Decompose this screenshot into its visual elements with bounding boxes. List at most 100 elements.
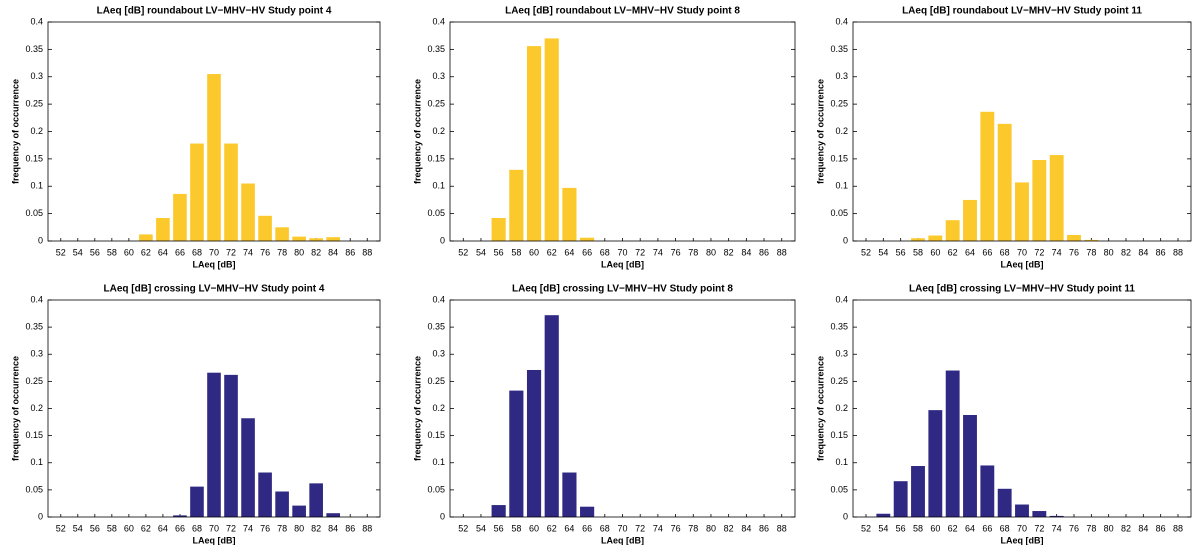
y-tick-label: 0.05 [427,484,445,494]
x-tick-label: 66 [175,247,185,257]
y-tick-label: 0.35 [427,322,445,332]
y-tick-label: 0.35 [830,44,848,54]
x-tick-label: 84 [328,523,338,533]
bar [1049,515,1064,517]
x-tick-label: 56 [90,247,100,257]
y-tick-label: 0.1 [835,181,848,191]
y-tick-label: 0.2 [30,403,43,413]
x-tick-label: 56 [896,523,906,533]
y-tick-label: 0.05 [427,208,445,218]
bar [509,169,524,241]
x-tick-label: 80 [1104,247,1114,257]
bar [526,46,542,242]
bar [491,218,506,241]
bar [326,513,340,517]
bar [190,486,204,517]
y-axis-label: frequency of occurrence [815,79,825,184]
bar [509,390,524,517]
x-tick-label: 68 [192,247,202,257]
y-tick-label: 0.35 [427,44,445,54]
y-tick-label: 0.25 [427,99,445,109]
bar [997,488,1012,517]
bar [980,111,995,241]
x-tick-label: 70 [209,247,219,257]
bar [945,220,960,241]
axes-box [852,21,1192,242]
y-tick-label: 0.4 [30,16,43,26]
x-tick-label: 78 [688,247,698,257]
bar [1015,182,1029,241]
y-tick-label: 0.1 [835,457,848,467]
x-tick-label: 56 [494,523,504,533]
y-axis-label: frequency of occurrence [412,356,422,461]
y-tick-label: 0.2 [835,126,848,136]
x-tick-label: 56 [494,247,504,257]
x-tick-label: 70 [617,523,627,533]
y-tick-label: 0.3 [432,71,445,81]
x-tick-label: 66 [982,247,992,257]
x-tick-label: 60 [930,523,940,533]
x-tick-label: 56 [90,523,100,533]
bar [224,374,238,517]
x-tick-label: 64 [158,247,168,257]
x-tick-label: 78 [277,523,287,533]
y-axis-label: frequency of occurrence [10,356,20,461]
x-tick-label: 62 [547,523,557,533]
x-tick-label: 88 [777,247,787,257]
x-tick-label: 78 [688,523,698,533]
x-tick-label: 84 [1138,523,1148,533]
x-tick-label: 80 [294,247,304,257]
x-tick-label: 72 [1034,523,1044,533]
bar [526,369,542,517]
x-axis-label: LAeq [dB] [193,259,236,269]
y-tick-label: 0.1 [30,457,43,467]
y-tick-label: 0 [38,511,43,521]
bar [1049,155,1064,241]
x-tick-label: 58 [107,247,117,257]
x-tick-label: 54 [476,523,486,533]
bar [207,372,221,517]
chart-title: LAeq [dB] crossing LV−MHV−HV Study point… [512,284,733,295]
x-tick-label: 84 [328,247,338,257]
x-tick-label: 74 [243,523,253,533]
bar [963,199,977,241]
x-tick-label: 52 [458,247,468,257]
x-tick-label: 66 [175,523,185,533]
y-tick-label: 0.05 [25,208,43,218]
y-tick-label: 0.15 [830,430,848,440]
x-tick-label: 60 [529,247,539,257]
bar [997,123,1012,241]
x-tick-label: 52 [861,523,871,533]
x-tick-label: 70 [617,247,627,257]
x-tick-label: 88 [1173,523,1183,533]
x-tick-label: 86 [345,523,355,533]
bar [309,483,323,517]
bar [876,513,891,517]
bar [258,215,272,241]
y-tick-label: 0.1 [30,181,43,191]
x-tick-label: 54 [476,247,486,257]
y-tick-label: 0.15 [25,153,43,163]
x-tick-label: 72 [226,247,236,257]
y-tick-label: 0.35 [25,322,43,332]
x-tick-label: 58 [511,523,521,533]
y-tick-label: 0.25 [830,376,848,386]
bar [928,235,943,241]
x-tick-label: 64 [158,523,168,533]
bar [544,38,559,241]
x-axis-label: LAeq [dB] [601,535,644,545]
x-tick-label: 72 [226,523,236,533]
bar [190,143,204,241]
bar [139,234,153,241]
axes-box [449,21,796,242]
bar [893,481,908,517]
bar [911,466,925,517]
bar [580,237,595,241]
y-tick-label: 0.25 [25,376,43,386]
bar [309,238,323,241]
x-tick-label: 52 [56,523,66,533]
x-tick-label: 76 [1069,523,1079,533]
chart-title: LAeq [dB] roundabout LV−MHV−HV Study poi… [505,6,740,17]
bar [258,472,272,517]
x-tick-label: 60 [124,247,134,257]
